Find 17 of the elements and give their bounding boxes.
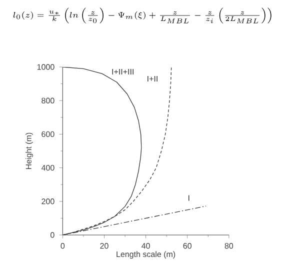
text: $l_0(z) = \frac{u_*}{k}\left(ln\left(\frac{z}{z_0}\right) - \Psi_m(\xi) + \frac{z}{L_{MBL}} - \frac{z}{z_i}\left(\frac{z}{2L_{MBL}}\right)\right)$ (13, 8, 272, 24)
x-tick-label: 40 (142, 243, 150, 249)
y-tick-label: 0 (50, 232, 54, 238)
series-label: I+II+III (112, 68, 134, 74)
x-tick-label: 80 (224, 243, 234, 249)
y-tick-label: 600 (42, 131, 54, 138)
x-tick-label: 20 (100, 243, 108, 249)
series-label: I+II (148, 76, 158, 82)
series-label: I (188, 195, 190, 201)
y-tick-label: 1000 (37, 64, 54, 70)
y-axis-title: Height (m) (26, 132, 33, 170)
y-tick-label: 400 (41, 164, 54, 171)
x-tick-label: 0 (60, 243, 65, 249)
y-tick-label: 200 (42, 198, 54, 204)
x-tick-label: 60 (183, 243, 192, 249)
y-tick-label: 800 (42, 98, 54, 104)
x-axis-title: Length scale (m) (116, 251, 176, 259)
